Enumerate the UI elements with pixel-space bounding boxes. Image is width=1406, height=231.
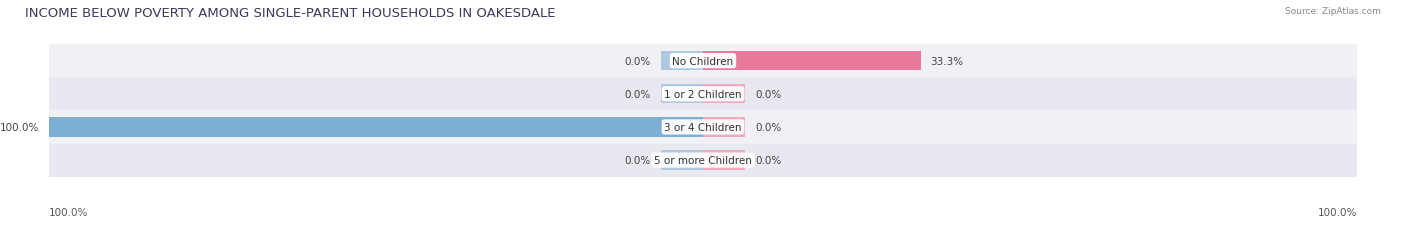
Text: 3 or 4 Children: 3 or 4 Children	[664, 122, 742, 132]
Text: 100.0%: 100.0%	[49, 207, 89, 217]
Bar	[49, 144, 1357, 177]
Bar	[703, 52, 921, 71]
Text: 0.0%: 0.0%	[624, 155, 651, 165]
Bar	[703, 85, 745, 104]
Text: 0.0%: 0.0%	[755, 89, 782, 99]
Text: 0.0%: 0.0%	[755, 155, 782, 165]
Text: 33.3%: 33.3%	[931, 56, 963, 66]
Text: 5 or more Children: 5 or more Children	[654, 155, 752, 165]
Bar	[49, 111, 1357, 144]
Text: Source: ZipAtlas.com: Source: ZipAtlas.com	[1285, 7, 1381, 16]
Bar	[661, 52, 703, 71]
Text: 100.0%: 100.0%	[0, 122, 39, 132]
Text: INCOME BELOW POVERTY AMONG SINGLE-PARENT HOUSEHOLDS IN OAKESDALE: INCOME BELOW POVERTY AMONG SINGLE-PARENT…	[25, 7, 555, 20]
Text: No Children: No Children	[672, 56, 734, 66]
Bar	[661, 85, 703, 104]
Bar	[703, 151, 745, 170]
Bar	[49, 118, 703, 137]
Text: 0.0%: 0.0%	[624, 89, 651, 99]
Bar	[49, 45, 1357, 78]
Text: 1 or 2 Children: 1 or 2 Children	[664, 89, 742, 99]
Bar	[661, 151, 703, 170]
Text: 0.0%: 0.0%	[624, 56, 651, 66]
Text: 0.0%: 0.0%	[755, 122, 782, 132]
Bar	[49, 78, 1357, 111]
Text: 100.0%: 100.0%	[1317, 207, 1357, 217]
Bar	[703, 118, 745, 137]
